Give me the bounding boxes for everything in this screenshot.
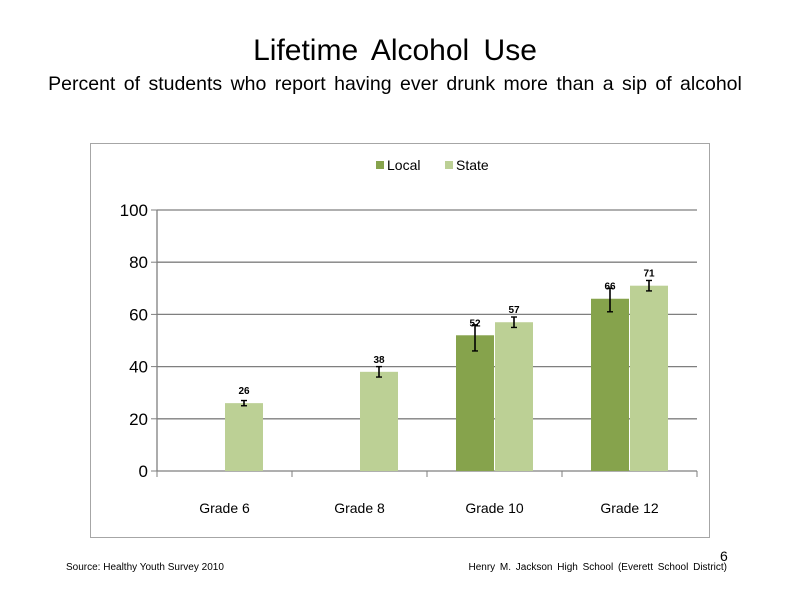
chart-title: Lifetime Alcohol Use: [253, 34, 537, 67]
axes: 0 20 40 60 80 100 Grade 6 Grade 8 Grade 10 Grade …: [120, 201, 698, 516]
data-label: 38: [373, 355, 385, 366]
data-label: 57: [508, 305, 520, 316]
legend-swatch-local: [376, 161, 384, 169]
x-tick-label: Grade 6: [199, 500, 250, 516]
data-label: 52: [469, 318, 481, 329]
bar-state: [225, 403, 263, 471]
error-bars: [241, 279, 652, 407]
bars: [225, 285, 668, 471]
data-label: 71: [643, 269, 655, 280]
x-tick-label: Grade 12: [600, 500, 659, 516]
data-label: 66: [604, 282, 616, 293]
school-note: Henry M. Jackson High School (Everett Sc…: [468, 562, 727, 573]
bar-state: [495, 322, 533, 471]
x-tick-label: Grade 10: [465, 500, 524, 516]
bar-local: [591, 298, 629, 471]
chart-frame: [90, 143, 710, 538]
bar-state: [360, 371, 398, 471]
legend-label-state: State: [456, 157, 489, 173]
bar-state: [630, 285, 668, 471]
bar-local: [456, 335, 494, 471]
data-label: 26: [238, 386, 250, 397]
x-tick-label: Grade 8: [334, 500, 385, 516]
y-tick-label: 40: [129, 358, 148, 377]
source-note: Source: Healthy Youth Survey 2010: [66, 562, 224, 573]
legend-swatch-state: [445, 161, 453, 169]
y-tick-label: 100: [120, 201, 148, 220]
chart-subtitle: Percent of students who report having ev…: [48, 73, 742, 95]
y-tick-label: 80: [129, 253, 148, 272]
y-tick-label: 0: [139, 462, 148, 481]
legend-label-local: Local: [387, 157, 420, 173]
y-tick-label: 20: [129, 410, 148, 429]
data-labels: 26 38 52 57 66 71: [238, 269, 655, 397]
legend: Local State: [376, 157, 489, 173]
y-tick-label: 60: [129, 305, 148, 324]
page-number: 6: [720, 548, 728, 564]
